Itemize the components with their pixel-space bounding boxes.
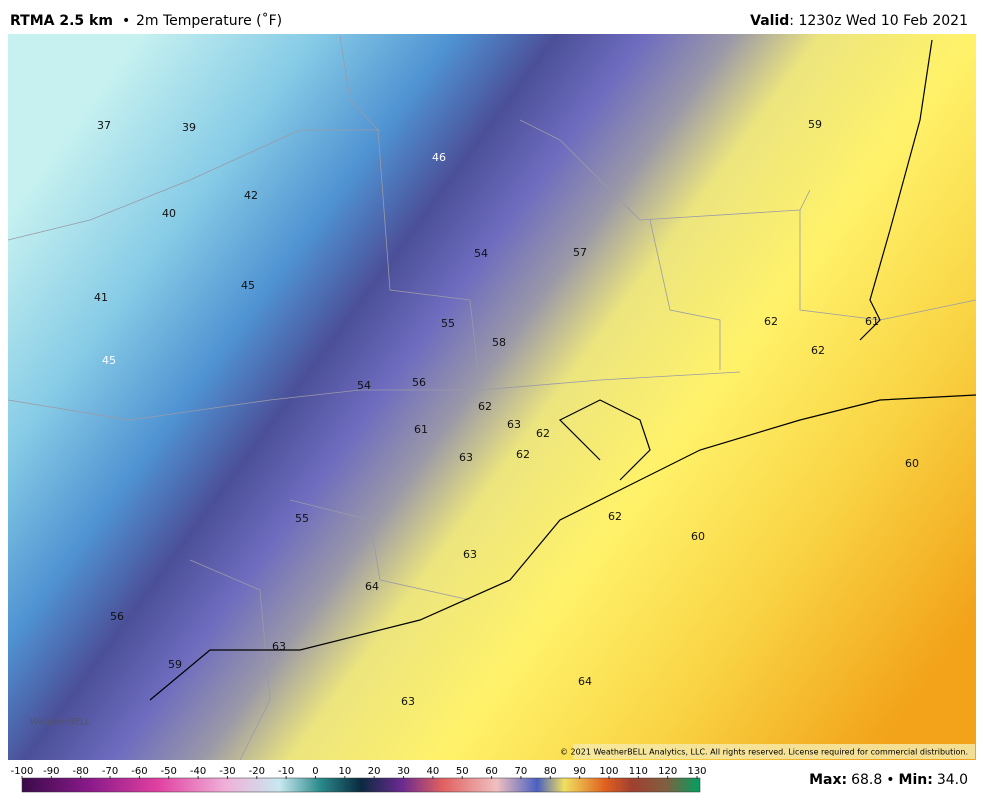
header-field: 2m Temperature (˚F) (136, 12, 282, 29)
temperature-label: 63 (463, 548, 477, 561)
temperature-label: 60 (691, 530, 705, 543)
copyright-box (573, 744, 975, 759)
copyright: © 2021 WeatherBELL Analytics, LLC. All r… (560, 748, 968, 757)
temperature-label: 37 (97, 119, 111, 132)
temperature-label: 60 (905, 457, 919, 470)
colorbar-tick-label: -20 (249, 766, 265, 777)
temperature-label: 62 (516, 448, 530, 461)
temperature-label: 59 (168, 658, 182, 671)
colorbar-tick-label: -10 (278, 766, 294, 777)
temperature-label: 63 (459, 451, 473, 464)
colorbar-tick-label: 100 (599, 766, 618, 777)
temperature-field (8, 34, 976, 760)
county-lines (7, 35, 977, 761)
min-label: Min: (899, 772, 933, 788)
temperature-label: 40 (162, 207, 176, 220)
footer-separator: • (886, 772, 894, 788)
temperature-label: 45 (102, 354, 116, 367)
temperature-label: 55 (441, 317, 455, 330)
footer-stats: Max: 68.8 • Min: 34.0 (809, 772, 968, 788)
temperature-label: 62 (478, 400, 492, 413)
temperature-label: 54 (357, 379, 371, 392)
temperature-label: 58 (492, 336, 506, 349)
colorbar-tick-label: 30 (397, 766, 410, 777)
colorbar-tick-label: -90 (43, 766, 59, 777)
map: © 2021 WeatherBELL Analytics, LLC. All r… (7, 34, 977, 761)
header-separator: • (122, 13, 130, 29)
temperature-label: 56 (412, 376, 426, 389)
temperature-label: 64 (365, 580, 379, 593)
temperature-label: 41 (94, 291, 108, 304)
colorbar-tick-label: -30 (219, 766, 235, 777)
temperature-label: 61 (414, 423, 428, 436)
temperature-label: 46 (432, 151, 446, 164)
temperature-label: 55 (295, 512, 309, 525)
temperature-label: 62 (811, 344, 825, 357)
max-value: 68.8 (851, 772, 882, 788)
header-product: RTMA 2.5 km (10, 13, 113, 29)
colorbar-tick-label: 20 (368, 766, 381, 777)
colorbar-tick-label: -40 (190, 766, 206, 777)
temperature-label: 42 (244, 189, 258, 202)
colorbar-tick-label: 130 (687, 766, 706, 777)
temperature-label: 59 (808, 118, 822, 131)
header-valid: Valid: 1230z Wed 10 Feb 2021 (750, 13, 968, 29)
temperature-label: 54 (474, 247, 488, 260)
temperature-label: 62 (608, 510, 622, 523)
colorbar-tick-label: 50 (456, 766, 469, 777)
temperature-label: 63 (272, 640, 286, 653)
max-label: Max: (809, 772, 847, 788)
temperature-label: 64 (578, 675, 592, 688)
colorbar-tick-label: -50 (161, 766, 177, 777)
valid-label: Valid (750, 13, 789, 29)
temperature-label: 63 (401, 695, 415, 708)
colorbar-tick-label: 70 (515, 766, 528, 777)
colorbar-tick-label: 10 (338, 766, 351, 777)
temperature-label: 63 (507, 418, 521, 431)
colorbar-tick-label: 110 (629, 766, 648, 777)
temperature-label: 39 (182, 121, 196, 134)
colorbar-tick-label: -100 (11, 766, 34, 777)
temperature-label: 62 (764, 315, 778, 328)
temperature-label: 56 (110, 610, 124, 623)
colorbar-tick-label: 80 (544, 766, 557, 777)
coastline (149, 39, 977, 701)
colorbar-tick-label: 60 (485, 766, 498, 777)
temperature-label: 45 (241, 279, 255, 292)
colorbar-tick-label: -60 (131, 766, 147, 777)
colorbar-tick-label: -70 (102, 766, 118, 777)
temperature-label: 57 (573, 246, 587, 259)
colorbar-tick-label: 120 (658, 766, 677, 777)
min-value: 34.0 (937, 772, 968, 788)
colorbar-tick-label: -80 (73, 766, 89, 777)
temperature-label: 62 (536, 427, 550, 440)
logo: WeatherBELL (30, 718, 90, 728)
colorbar-tick-label: 0 (312, 766, 318, 777)
temperature-label: 61 (865, 315, 879, 328)
colorbar-tick-label: 40 (427, 766, 440, 777)
colorbar (21, 777, 701, 793)
valid-time: : 1230z Wed 10 Feb 2021 (789, 13, 968, 29)
colorbar-tick-label: 90 (573, 766, 586, 777)
